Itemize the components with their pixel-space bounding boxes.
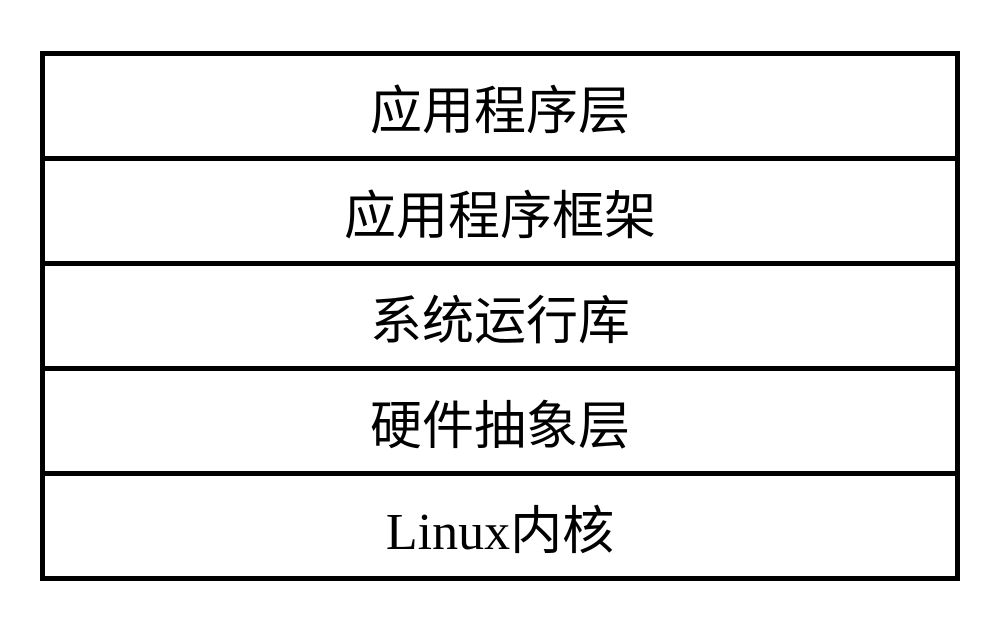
layer-label: 应用程序层 [370,69,630,144]
layer-application: 应用程序层 [40,51,960,161]
layer-kernel: Linux内核 [40,471,960,581]
layer-label: 硬件抽象层 [370,384,630,459]
layer-label: 系统运行库 [370,279,630,354]
layer-hal: 硬件抽象层 [40,366,960,476]
layer-runtime: 系统运行库 [40,261,960,371]
layer-label: Linux内核 [386,489,614,564]
architecture-stack: 应用程序层 应用程序框架 系统运行库 硬件抽象层 Linux内核 [40,51,960,581]
layer-label: 应用程序框架 [344,174,656,249]
layer-framework: 应用程序框架 [40,156,960,266]
